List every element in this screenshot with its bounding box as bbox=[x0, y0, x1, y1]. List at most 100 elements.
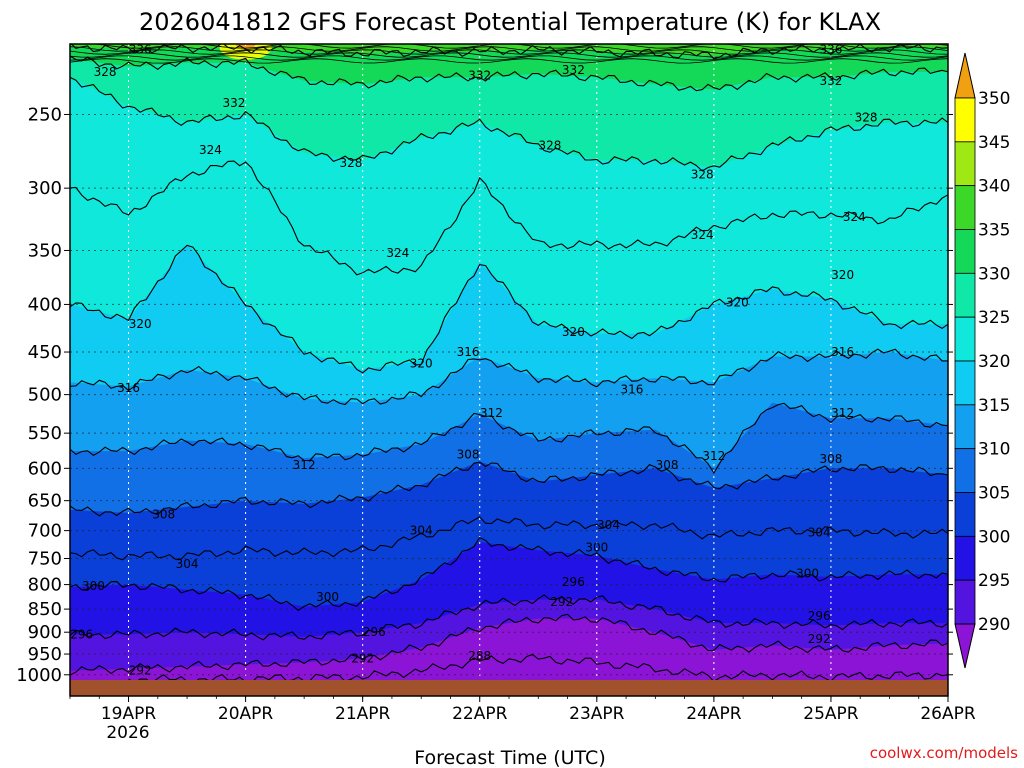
x-tick-label: 23APR bbox=[569, 704, 625, 724]
contour-line-328 bbox=[70, 76, 948, 172]
colorbar-label: 315 bbox=[978, 396, 1010, 416]
y-tick-label: 450 bbox=[28, 342, 62, 363]
colorbar-bottom-arrow bbox=[954, 623, 976, 669]
contour-labels: 336 336 328 332 332 332 332 328 328 324 328 328 324 3… bbox=[70, 43, 877, 678]
contour-line-316 bbox=[70, 348, 948, 406]
y-tick-label: 350 bbox=[28, 240, 62, 261]
contour-label: 328 bbox=[94, 65, 117, 79]
x-tick-label: 21APR bbox=[335, 704, 391, 724]
colorbar-swatch bbox=[954, 492, 976, 537]
colorbar-swatch bbox=[954, 535, 976, 581]
contour-lines bbox=[70, 44, 948, 680]
contour-label: 320 bbox=[562, 325, 585, 339]
colorbar-swatch bbox=[954, 272, 976, 318]
contour-line-upper bbox=[70, 52, 948, 58]
x-tick-label: 26APR bbox=[920, 704, 976, 724]
contour-line-308 bbox=[70, 461, 948, 517]
grid-lines bbox=[70, 44, 948, 680]
colorbar-label: 305 bbox=[978, 484, 1010, 504]
contour-label: 336 bbox=[819, 43, 842, 57]
y-tick-label: 250 bbox=[28, 104, 62, 125]
contour-label: 336 bbox=[129, 43, 152, 57]
colorbar-label: 350 bbox=[978, 89, 1010, 109]
contour-line-upper bbox=[70, 55, 948, 61]
x-axis: 19APR 20APR 21APR 22APR 23APR 24APR 25APR 26APR bbox=[69, 696, 976, 724]
x-tick-label: 22APR bbox=[452, 704, 508, 724]
contour-line-upper bbox=[70, 44, 948, 49]
contour-label: 324 bbox=[386, 246, 409, 260]
contour-label: 308 bbox=[656, 458, 679, 472]
contour-label: 296 bbox=[808, 609, 831, 623]
colorbar: 350 345 340 335 330 325 320 315 310 305 300 295 290 bbox=[954, 52, 1010, 669]
x-tick-label: 20APR bbox=[218, 704, 274, 724]
colorbar-swatch bbox=[954, 141, 976, 187]
contour-label: 324 bbox=[199, 143, 222, 157]
contour-label: 316 bbox=[117, 381, 140, 395]
y-tick-label: 1000 bbox=[16, 665, 62, 686]
x-axis-title: Forecast Time (UTC) bbox=[414, 747, 605, 768]
colorbar-label: 310 bbox=[978, 440, 1010, 460]
contour-label: 320 bbox=[726, 295, 749, 309]
colorbar-swatch bbox=[954, 360, 976, 406]
x-tick-label: 24APR bbox=[686, 704, 742, 724]
contour-label: 332 bbox=[562, 63, 585, 77]
contour-label: 328 bbox=[691, 167, 714, 181]
contour-label: 288 bbox=[468, 649, 491, 663]
band-above-332 bbox=[70, 44, 948, 90]
contour-line-324 bbox=[70, 160, 948, 276]
colorbar-label: 295 bbox=[978, 571, 1010, 591]
contour-label: 296 bbox=[363, 625, 386, 639]
contour-label: 332 bbox=[819, 74, 842, 88]
x-tick-label: 25APR bbox=[803, 704, 859, 724]
y-tick-label: 700 bbox=[28, 521, 62, 542]
colorbar-label: 335 bbox=[978, 221, 1010, 241]
contour-line-320 bbox=[70, 244, 948, 374]
contour-label: 328 bbox=[340, 156, 363, 170]
y-tick-label: 400 bbox=[28, 294, 62, 315]
contour-label: 304 bbox=[597, 518, 620, 532]
chart-title: 2026041812 GFS Forecast Potential Temper… bbox=[139, 8, 881, 36]
x-year-label: 2026 bbox=[106, 723, 149, 743]
contour-label: 296 bbox=[70, 627, 93, 641]
contour-label: 324 bbox=[691, 228, 714, 242]
contour-label: 296 bbox=[562, 575, 585, 589]
contour-label: 320 bbox=[129, 317, 152, 331]
credit-text: coolwx.com/models bbox=[870, 744, 1018, 762]
y-axis: 2503003504004505005506006507007508008509… bbox=[16, 104, 953, 686]
colorbar-swatch bbox=[954, 579, 976, 625]
colorbar-label: 340 bbox=[978, 177, 1010, 197]
contour-label: 320 bbox=[410, 357, 433, 371]
colorbar-label: 330 bbox=[978, 264, 1010, 284]
contour-label: 332 bbox=[468, 68, 491, 82]
colorbar-label: 345 bbox=[978, 133, 1010, 153]
colorbar-top-arrow bbox=[954, 52, 976, 99]
y-tick-label: 750 bbox=[28, 549, 62, 570]
contour-label: 312 bbox=[480, 406, 503, 420]
contour-label: 292 bbox=[808, 632, 831, 646]
contour-line-upper bbox=[70, 49, 948, 55]
contour-label: 304 bbox=[176, 557, 199, 571]
colorbar-swatch bbox=[954, 229, 976, 274]
colorbar-swatch bbox=[954, 97, 976, 143]
colorbar-swatch bbox=[954, 316, 976, 362]
contour-label: 320 bbox=[831, 268, 854, 282]
terrain-strip bbox=[70, 680, 948, 696]
contour-line-304 bbox=[70, 516, 948, 561]
x-tick-label: 19APR bbox=[101, 704, 157, 724]
y-tick-label: 300 bbox=[28, 178, 62, 199]
contour-label: 308 bbox=[457, 448, 480, 462]
y-tick-label: 850 bbox=[28, 599, 62, 620]
y-tick-label: 550 bbox=[28, 423, 62, 444]
y-tick-label: 800 bbox=[28, 575, 62, 596]
contour-label: 324 bbox=[843, 210, 866, 224]
contour-label: 304 bbox=[808, 525, 831, 539]
contour-label: 332 bbox=[222, 96, 245, 110]
contour-label: 292 bbox=[550, 595, 573, 609]
contour-label: 308 bbox=[152, 508, 175, 522]
contour-label: 312 bbox=[702, 449, 725, 463]
contour-label: 292 bbox=[351, 651, 374, 665]
contour-label: 328 bbox=[539, 139, 562, 153]
contour-label: 300 bbox=[796, 566, 819, 580]
y-tick-label: 950 bbox=[28, 644, 62, 665]
